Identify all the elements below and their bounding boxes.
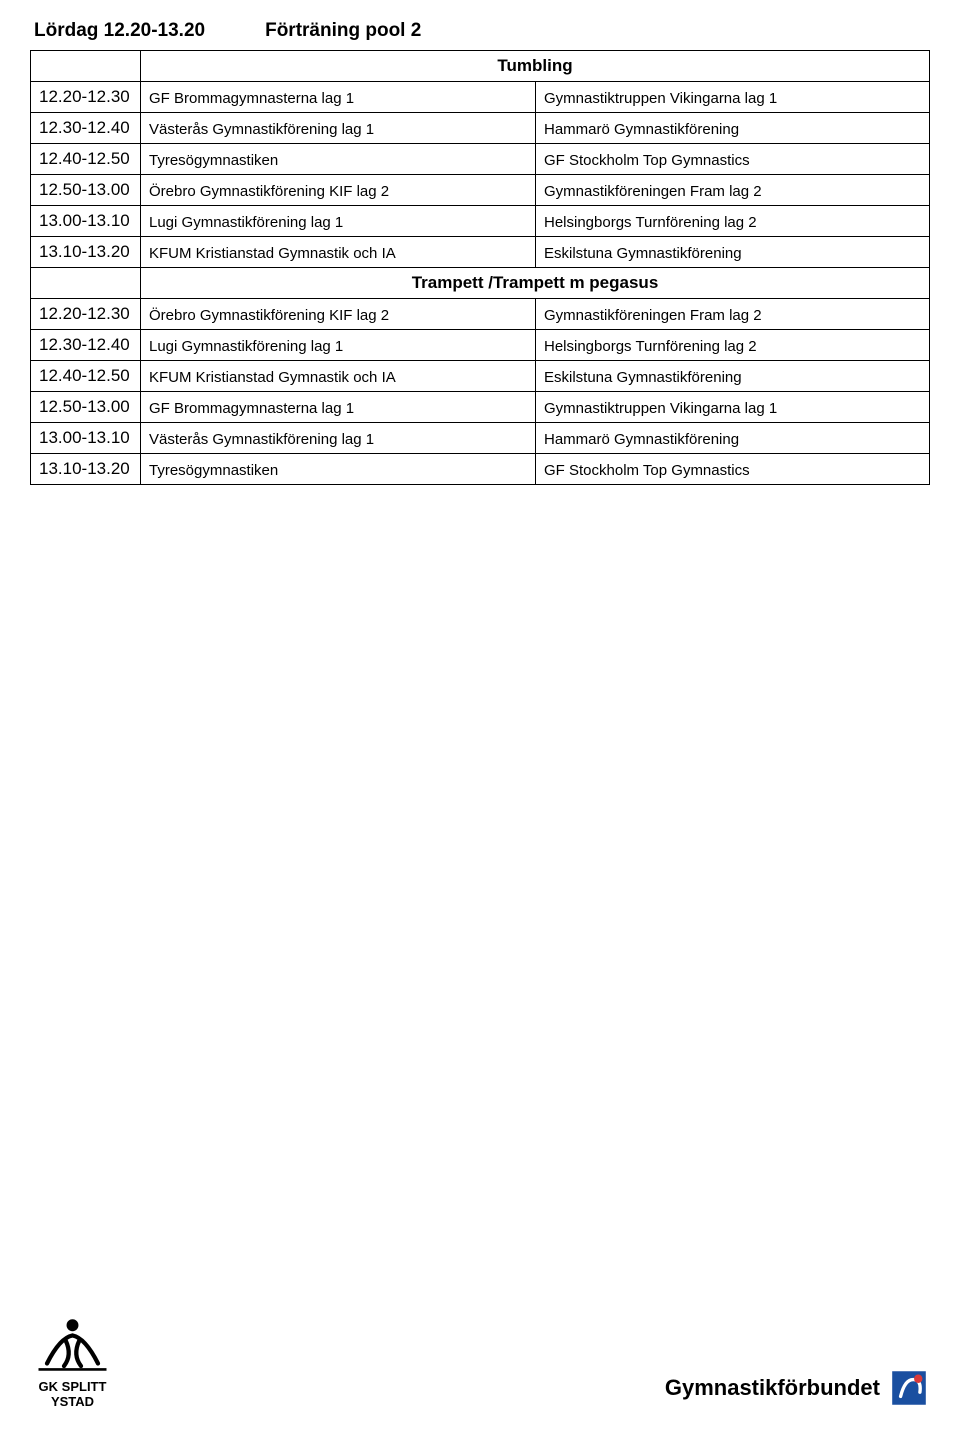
team-a: GF Brommagymnasterna lag 1 bbox=[141, 392, 536, 423]
section-title: Trampett /Trampett m pegasus bbox=[141, 268, 930, 299]
logo-gk-splitt: GK SPLITT YSTAD bbox=[30, 1314, 115, 1409]
page-header: Lördag 12.20-13.20 Förträning pool 2 bbox=[30, 20, 930, 42]
logo-gymnastikforbundet: Gymnastikförbundet bbox=[665, 1367, 930, 1409]
logo-left-line2: YSTAD bbox=[51, 1394, 94, 1409]
table-row: 12.40-12.50 Tyresögymnastiken GF Stockho… bbox=[31, 144, 930, 175]
header-pool: Förträning pool 2 bbox=[265, 20, 421, 42]
federation-icon bbox=[888, 1367, 930, 1409]
team-a: Tyresögymnastiken bbox=[141, 454, 536, 485]
schedule-table: Tumbling 12.20-12.30 GF Brommagymnastern… bbox=[30, 50, 930, 485]
team-b: Gymnastiktruppen Vikingarna lag 1 bbox=[536, 82, 930, 113]
time-cell: 12.30-12.40 bbox=[31, 113, 141, 144]
time-cell: 12.50-13.00 bbox=[31, 392, 141, 423]
team-a: KFUM Kristianstad Gymnastik och IA bbox=[141, 361, 536, 392]
team-a: Västerås Gymnastikförening lag 1 bbox=[141, 113, 536, 144]
team-b: Hammarö Gymnastikförening bbox=[536, 113, 930, 144]
team-a: Örebro Gymnastikförening KIF lag 2 bbox=[141, 299, 536, 330]
team-b: Helsingborgs Turnförening lag 2 bbox=[536, 206, 930, 237]
table-row: 12.50-13.00 GF Brommagymnasterna lag 1 G… bbox=[31, 392, 930, 423]
time-cell: 12.40-12.50 bbox=[31, 361, 141, 392]
team-b: GF Stockholm Top Gymnastics bbox=[536, 454, 930, 485]
team-a: Lugi Gymnastikförening lag 1 bbox=[141, 206, 536, 237]
table-row: 12.40-12.50 KFUM Kristianstad Gymnastik … bbox=[31, 361, 930, 392]
team-b: GF Stockholm Top Gymnastics bbox=[536, 144, 930, 175]
team-a: KFUM Kristianstad Gymnastik och IA bbox=[141, 237, 536, 268]
logo-left-line1: GK SPLITT bbox=[39, 1379, 107, 1394]
table-row: 13.00-13.10 Lugi Gymnastikförening lag 1… bbox=[31, 206, 930, 237]
time-cell: 12.40-12.50 bbox=[31, 144, 141, 175]
time-cell: 13.10-13.20 bbox=[31, 237, 141, 268]
team-a: GF Brommagymnasterna lag 1 bbox=[141, 82, 536, 113]
team-b: Helsingborgs Turnförening lag 2 bbox=[536, 330, 930, 361]
team-a: Västerås Gymnastikförening lag 1 bbox=[141, 423, 536, 454]
table-row: 12.20-12.30 GF Brommagymnasterna lag 1 G… bbox=[31, 82, 930, 113]
section-row-tumbling: Tumbling bbox=[31, 51, 930, 82]
page-footer: GK SPLITT YSTAD Gymnastikförbundet bbox=[30, 1314, 930, 1409]
table-row: 13.10-13.20 KFUM Kristianstad Gymnastik … bbox=[31, 237, 930, 268]
time-cell: 13.00-13.10 bbox=[31, 423, 141, 454]
table-row: 13.00-13.10 Västerås Gymnastikförening l… bbox=[31, 423, 930, 454]
time-cell: 12.30-12.40 bbox=[31, 330, 141, 361]
team-b: Gymnastikföreningen Fram lag 2 bbox=[536, 175, 930, 206]
team-b: Gymnastikföreningen Fram lag 2 bbox=[536, 299, 930, 330]
team-b: Hammarö Gymnastikförening bbox=[536, 423, 930, 454]
logo-right-text: Gymnastikförbundet bbox=[665, 1375, 880, 1401]
gymnast-icon bbox=[30, 1314, 115, 1379]
empty-cell bbox=[31, 268, 141, 299]
table-row: 12.50-13.00 Örebro Gymnastikförening KIF… bbox=[31, 175, 930, 206]
section-row-trampett: Trampett /Trampett m pegasus bbox=[31, 268, 930, 299]
time-cell: 12.20-12.30 bbox=[31, 82, 141, 113]
table-row: 12.30-12.40 Västerås Gymnastikförening l… bbox=[31, 113, 930, 144]
header-day-time: Lördag 12.20-13.20 bbox=[34, 20, 205, 42]
time-cell: 13.10-13.20 bbox=[31, 454, 141, 485]
table-row: 13.10-13.20 Tyresögymnastiken GF Stockho… bbox=[31, 454, 930, 485]
time-cell: 13.00-13.10 bbox=[31, 206, 141, 237]
team-b: Eskilstuna Gymnastikförening bbox=[536, 237, 930, 268]
team-b: Gymnastiktruppen Vikingarna lag 1 bbox=[536, 392, 930, 423]
team-a: Örebro Gymnastikförening KIF lag 2 bbox=[141, 175, 536, 206]
team-a: Lugi Gymnastikförening lag 1 bbox=[141, 330, 536, 361]
table-row: 12.20-12.30 Örebro Gymnastikförening KIF… bbox=[31, 299, 930, 330]
empty-cell bbox=[31, 51, 141, 82]
table-row: 12.30-12.40 Lugi Gymnastikförening lag 1… bbox=[31, 330, 930, 361]
time-cell: 12.20-12.30 bbox=[31, 299, 141, 330]
time-cell: 12.50-13.00 bbox=[31, 175, 141, 206]
team-a: Tyresögymnastiken bbox=[141, 144, 536, 175]
section-title: Tumbling bbox=[141, 51, 930, 82]
team-b: Eskilstuna Gymnastikförening bbox=[536, 361, 930, 392]
